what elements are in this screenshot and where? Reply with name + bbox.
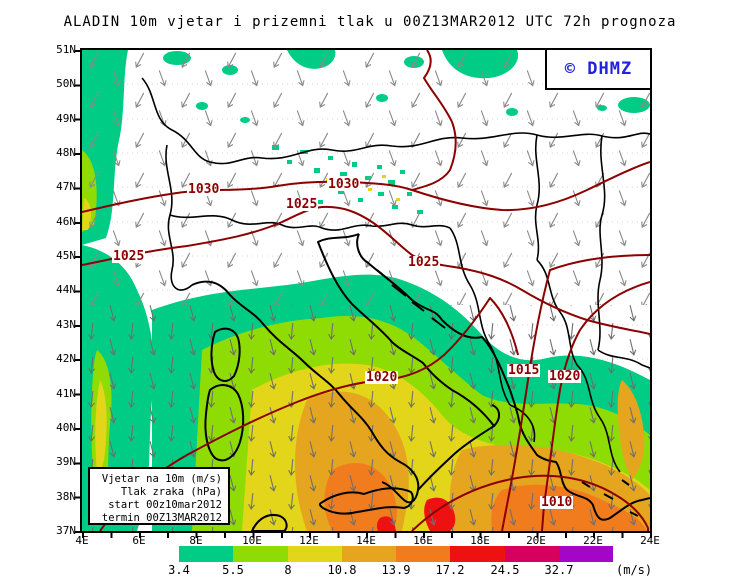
colorbar-tick: 5.5	[222, 563, 244, 577]
map-plot-area: 1030 1030 1025 1025 1025 1020 1015 1020 …	[80, 48, 652, 533]
lat-label: 38N	[56, 490, 76, 503]
lat-label: 50N	[56, 77, 76, 90]
country-borders	[141, 77, 650, 473]
lon-label: 8E	[189, 534, 203, 547]
colorbar-swatch	[287, 546, 342, 562]
colorbar-tick: 17.2	[435, 563, 465, 577]
dhmz-logo-box: © DHMZ	[545, 50, 650, 90]
lon-label: 16E	[413, 534, 433, 547]
lat-label: 42N	[56, 352, 76, 365]
wind-speed-colorbar	[179, 546, 613, 562]
lon-label: 12E	[299, 534, 319, 547]
lat-label: 40N	[56, 421, 76, 434]
isobar-label: 1020	[548, 369, 582, 384]
lon-label: 6E	[132, 534, 146, 547]
colorbar-swatch	[233, 546, 288, 562]
lat-label: 49N	[56, 112, 76, 125]
isobar-label: 1025	[112, 249, 146, 264]
lon-label: 20E	[526, 534, 546, 547]
colorbar-tick: 13.9	[381, 563, 411, 577]
info-line-termin: termin 00Z13MAR2012	[101, 512, 222, 524]
colorbar-swatch	[396, 546, 451, 562]
colorbar-swatch	[558, 546, 613, 562]
map-canvas	[82, 50, 650, 531]
isobar-lines	[82, 50, 650, 531]
lat-label: 51N	[56, 43, 76, 56]
dhmz-logo-text: © DHMZ	[564, 59, 633, 79]
longitude-tick-marks	[82, 533, 652, 538]
lat-label: 47N	[56, 180, 76, 193]
colorbar-tick: 24.5	[490, 563, 520, 577]
lon-label: 10E	[242, 534, 262, 547]
colorbar-tick: 32.7	[544, 563, 574, 577]
page-title: ALADIN 10m vjetar i prizemni tlak u 00Z1…	[63, 14, 677, 30]
isobar-label: 1030	[327, 177, 361, 192]
lat-label: 43N	[56, 318, 76, 331]
lat-label: 41N	[56, 387, 76, 400]
latitude-tick-marks	[75, 50, 81, 533]
info-line-start: start 00z10mar2012	[108, 499, 222, 511]
isobar-label: 1025	[285, 197, 319, 212]
colorbar-tick: 10.8	[327, 563, 357, 577]
colorbar-tick: 8	[284, 563, 292, 577]
colorbar-swatch	[450, 546, 505, 562]
wind-arrows-layer	[82, 50, 650, 531]
lat-label: 46N	[56, 215, 76, 228]
isobar-label: 1020	[365, 370, 399, 385]
colorbar-swatch	[341, 546, 396, 562]
info-line-pressure: Tlak zraka (hPa)	[120, 486, 222, 498]
isobar-label: 1030	[187, 182, 221, 197]
coastlines	[191, 233, 650, 531]
info-box: Vjetar na 10m (m/s) Tlak zraka (hPa) sta…	[88, 467, 230, 525]
colorbar-tick: 3.4	[168, 563, 190, 577]
colorbar-swatch	[179, 546, 234, 562]
isobar-label: 1025	[407, 255, 441, 270]
lat-label: 48N	[56, 146, 76, 159]
lon-label: 4E	[75, 534, 89, 547]
colorbar-unit: (m/s)	[616, 563, 653, 577]
lat-label: 45N	[56, 249, 76, 262]
isobar-label: 1015	[507, 363, 541, 378]
lat-label: 44N	[56, 283, 76, 296]
lon-label: 22E	[583, 534, 603, 547]
lon-label: 24E	[640, 534, 660, 547]
lon-label: 18E	[470, 534, 490, 547]
lat-label: 37N	[56, 524, 76, 537]
isobar-label: 1010	[540, 495, 574, 510]
lon-label: 14E	[356, 534, 376, 547]
info-line-wind: Vjetar na 10m (m/s)	[101, 473, 222, 485]
lat-label: 39N	[56, 455, 76, 468]
colorbar-swatch	[504, 546, 559, 562]
